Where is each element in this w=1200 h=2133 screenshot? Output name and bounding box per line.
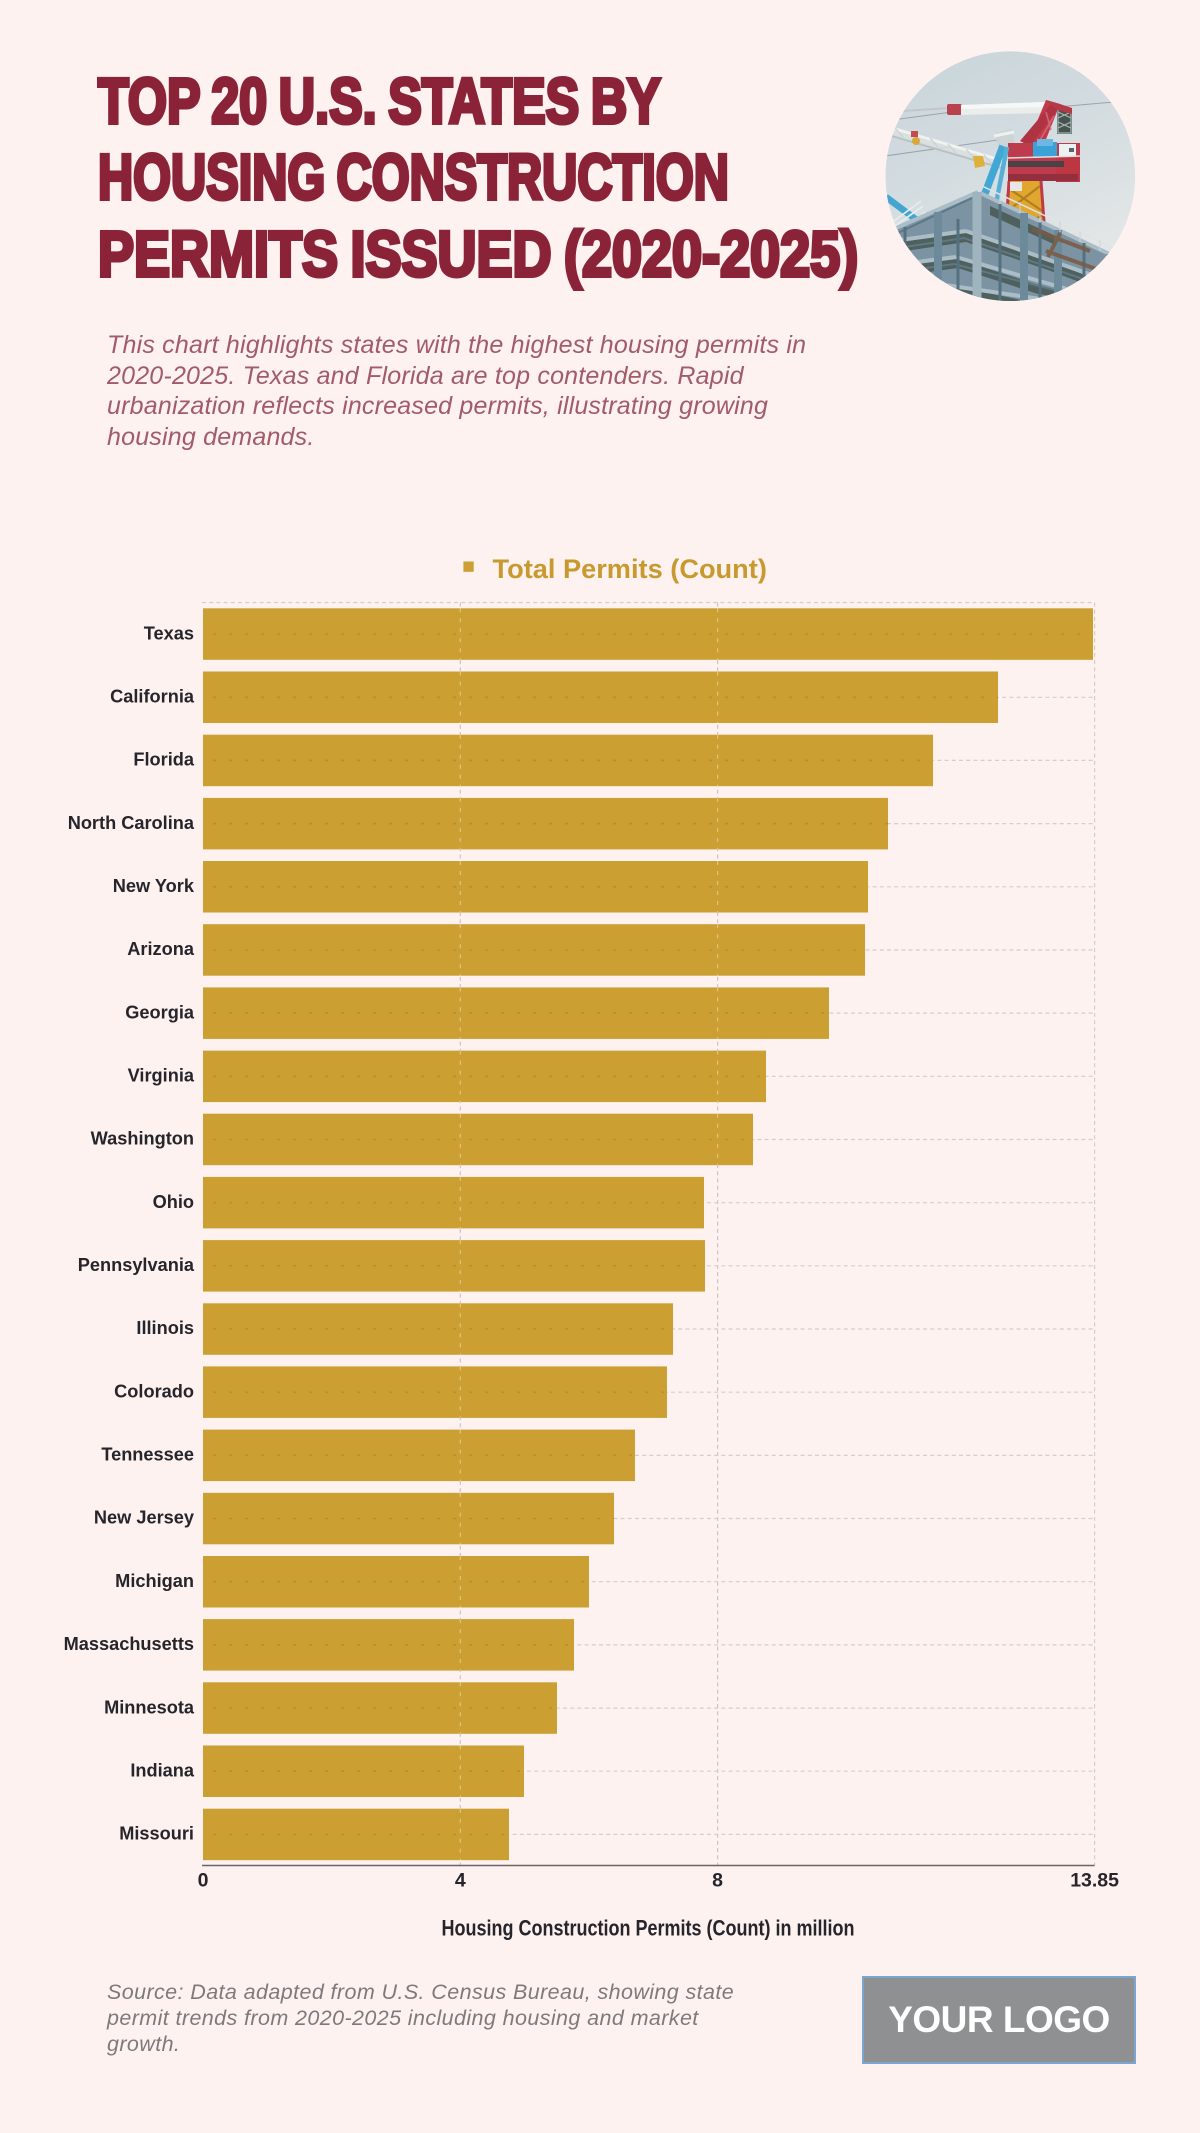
- svg-text:13.85: 13.85: [1070, 1870, 1119, 1892]
- svg-text:Texas: Texas: [144, 623, 194, 643]
- svg-text:Minnesota: Minnesota: [104, 1697, 195, 1717]
- svg-text:Colorado: Colorado: [114, 1381, 194, 1401]
- svg-text:Indiana: Indiana: [130, 1760, 195, 1780]
- svg-text:New Jersey: New Jersey: [94, 1508, 195, 1528]
- svg-text:Pennsylvania: Pennsylvania: [78, 1255, 195, 1275]
- svg-text:Illinois: Illinois: [136, 1318, 194, 1338]
- svg-text:Florida: Florida: [133, 750, 195, 770]
- svg-text:4: 4: [455, 1870, 466, 1892]
- svg-text:Washington: Washington: [91, 1129, 194, 1149]
- svg-text:Housing Construction Permits (: Housing Construction Permits (Count) in …: [442, 1916, 855, 1941]
- svg-text:Georgia: Georgia: [125, 1002, 195, 1022]
- svg-text:North Carolina: North Carolina: [68, 813, 195, 833]
- svg-text:Missouri: Missouri: [119, 1824, 194, 1844]
- svg-text:Ohio: Ohio: [153, 1192, 194, 1212]
- svg-text:Massachusetts: Massachusetts: [64, 1634, 194, 1654]
- svg-text:Tennessee: Tennessee: [101, 1445, 194, 1465]
- svg-text:8: 8: [712, 1870, 723, 1892]
- svg-text:New York: New York: [113, 876, 195, 896]
- svg-text:Arizona: Arizona: [127, 939, 195, 959]
- svg-text:California: California: [110, 687, 195, 707]
- svg-text:0: 0: [198, 1870, 209, 1892]
- svg-text:Total Permits (Count): Total Permits (Count): [493, 553, 767, 584]
- svg-text:Virginia: Virginia: [128, 1066, 195, 1086]
- svg-text:Michigan: Michigan: [115, 1571, 194, 1591]
